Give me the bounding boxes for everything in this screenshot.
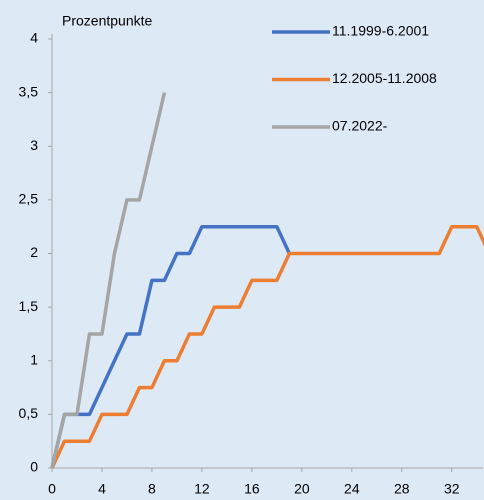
y-tick-label: 0 bbox=[30, 459, 38, 475]
y-tick-label: 4 bbox=[30, 30, 38, 46]
x-tick-label: 20 bbox=[294, 481, 310, 497]
y-tick-label: 3 bbox=[30, 137, 38, 153]
y-tick-label: 1,5 bbox=[19, 298, 39, 314]
x-tick-label: 24 bbox=[344, 481, 360, 497]
y-tick-label: 2 bbox=[30, 244, 38, 260]
series-line bbox=[50, 224, 291, 469]
x-tick-label: 28 bbox=[394, 481, 410, 497]
y-tick-label: 0,5 bbox=[19, 405, 39, 421]
y-tick-label: 2,5 bbox=[19, 191, 39, 207]
x-tick-label: 4 bbox=[98, 481, 106, 497]
legend-label: 07.2022- bbox=[332, 118, 388, 134]
x-tick-label: 32 bbox=[444, 481, 460, 497]
plot-area bbox=[50, 92, 484, 469]
y-axis-label: Prozentpunkte bbox=[62, 13, 152, 29]
series-line bbox=[50, 224, 484, 469]
x-tick-label: 12 bbox=[194, 481, 210, 497]
legend-label: 11.1999-6.2001 bbox=[332, 23, 429, 39]
legend-label: 12.2005-11.2008 bbox=[332, 70, 437, 86]
x-tick-label: 16 bbox=[244, 481, 260, 497]
x-tick-label: 8 bbox=[148, 481, 156, 497]
x-tick-label: 0 bbox=[48, 481, 56, 497]
series-line bbox=[50, 92, 167, 469]
y-tick-label: 3,5 bbox=[19, 83, 39, 99]
y-tick-label: 1 bbox=[30, 351, 38, 367]
